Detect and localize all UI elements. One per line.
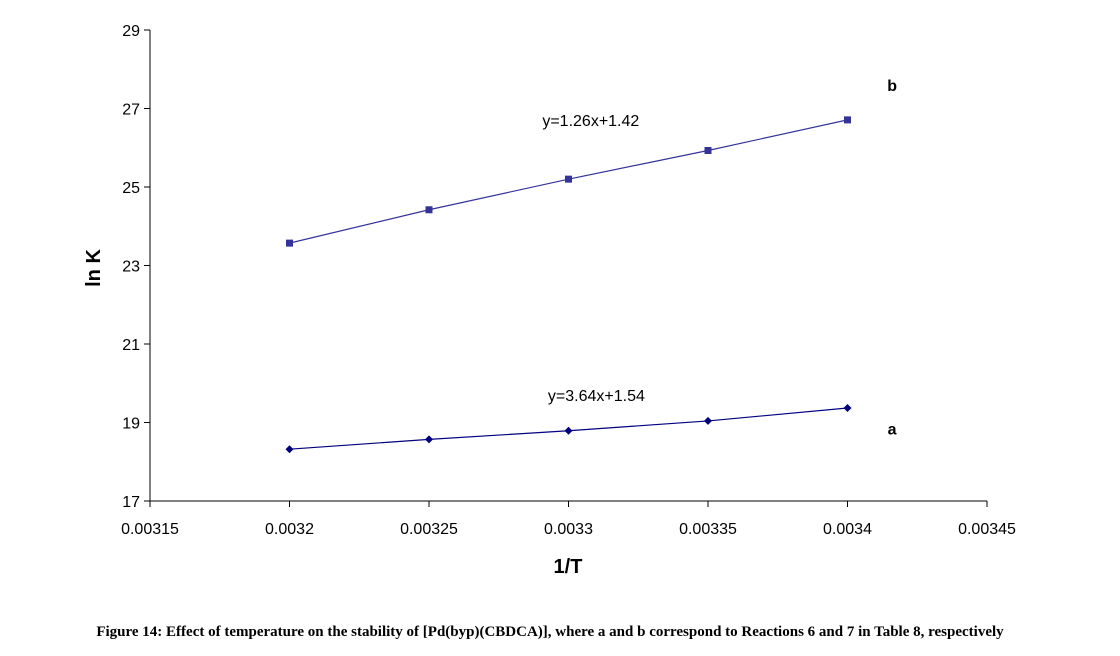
data-point	[285, 445, 294, 454]
y-tick-label: 17	[122, 494, 140, 511]
y-tick-label: 29	[122, 23, 140, 40]
y-tick-label: 19	[122, 416, 140, 433]
data-point	[286, 239, 293, 247]
x-tick-label: 0.00335	[679, 521, 737, 538]
data-point	[425, 435, 433, 444]
chart: 17 19 21 23 25 27 29 0.00315 0.0032 0.00325 0.0033…	[83, 23, 1016, 578]
ticks: 17 19 21 23 25 27 29 0.00315 0.0032 0.00325 0.0033…	[121, 23, 1016, 538]
figure-caption: Figure 14: Effect of temperature on the …	[96, 624, 1004, 640]
data-point	[565, 175, 572, 183]
data-point	[704, 416, 712, 425]
x-tick-label: 0.0032	[265, 521, 314, 538]
y-tick-label: 25	[122, 180, 140, 197]
data-point	[843, 403, 852, 412]
x-tick-label: 0.0034	[823, 521, 872, 538]
x-axis-title: 1/T	[554, 556, 583, 578]
data-point	[425, 206, 433, 214]
data-point	[844, 116, 851, 124]
series-b: y=1.26x+1.42 b	[286, 78, 897, 247]
data-point	[704, 146, 712, 154]
series-a: y=3.64x+1.54 a	[285, 388, 897, 454]
data-point	[564, 426, 573, 435]
trendline-equation-a: y=3.64x+1.54	[548, 388, 645, 405]
x-tick-label: 0.00325	[400, 521, 458, 538]
series-label-b: b	[887, 78, 897, 95]
y-tick-label: 23	[122, 259, 140, 276]
y-tick-label: 27	[122, 102, 140, 119]
series-layer: y=3.64x+1.54 a y=1.26x+1.42 b	[285, 78, 897, 454]
y-axis-title: ln K	[83, 249, 105, 287]
x-tick-label: 0.00345	[958, 521, 1016, 538]
x-tick-label: 0.00315	[121, 521, 179, 538]
y-tick-label: 21	[122, 337, 140, 354]
x-tick-label: 0.0033	[544, 521, 593, 538]
series-label-a: a	[888, 421, 897, 438]
trendline-equation-b: y=1.26x+1.42	[542, 113, 639, 130]
